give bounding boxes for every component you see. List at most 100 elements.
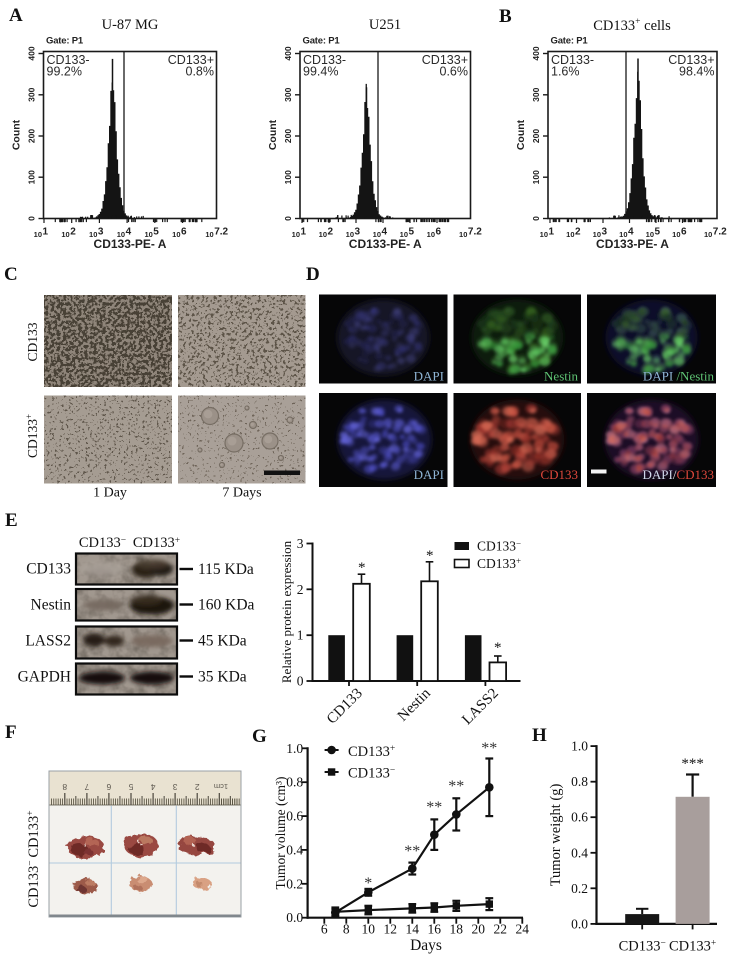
svg-text:7 Days: 7 Days — [222, 486, 261, 501]
svg-text:E: E — [5, 510, 18, 531]
svg-text:1: 1 — [549, 227, 555, 238]
svg-text:1: 1 — [301, 227, 307, 238]
svg-text:1 Day: 1 Day — [93, 486, 127, 501]
svg-text:24: 24 — [516, 922, 530, 937]
svg-text:200: 200 — [27, 129, 37, 143]
svg-text:4: 4 — [382, 227, 388, 238]
svg-text:Count: Count — [515, 119, 527, 150]
svg-text:10: 10 — [373, 230, 381, 239]
svg-text:*: * — [426, 548, 434, 564]
svg-text:Gate: P1: Gate: P1 — [303, 36, 341, 47]
svg-text:0.6: 0.6 — [571, 810, 588, 825]
svg-text:115 KDa: 115 KDa — [198, 561, 254, 578]
svg-text:99.4%: 99.4% — [303, 65, 338, 79]
svg-text:1.6%: 1.6% — [551, 65, 580, 79]
svg-text:0.6%: 0.6% — [440, 65, 469, 79]
svg-text:5: 5 — [655, 227, 661, 238]
svg-text:100: 100 — [283, 170, 293, 184]
svg-text:CD133−: CD133− — [79, 535, 126, 551]
svg-text:**: ** — [481, 740, 497, 757]
svg-text:7.2: 7.2 — [214, 227, 228, 238]
svg-text:U251: U251 — [369, 17, 401, 33]
svg-text:10: 10 — [34, 230, 42, 239]
svg-text:400: 400 — [27, 46, 37, 60]
svg-text:7.2: 7.2 — [713, 227, 727, 238]
svg-text:0.4: 0.4 — [286, 842, 303, 857]
svg-text:400: 400 — [531, 46, 541, 60]
svg-text:1.0: 1.0 — [571, 739, 588, 754]
svg-text:10: 10 — [61, 230, 69, 239]
svg-text:LASS2: LASS2 — [25, 633, 71, 650]
svg-text:CD133-PE- A: CD133-PE- A — [94, 237, 167, 251]
svg-text:45 KDa: 45 KDa — [198, 633, 247, 650]
svg-text:F: F — [5, 722, 17, 743]
svg-text:1: 1 — [43, 227, 49, 238]
svg-text:10: 10 — [540, 230, 548, 239]
svg-text:CD133: CD133 — [25, 322, 40, 361]
svg-text:CD133-: CD133- — [551, 53, 594, 67]
svg-text:DAPI/CD133: DAPI/CD133 — [642, 467, 714, 482]
svg-text:6: 6 — [106, 782, 111, 792]
svg-text:300: 300 — [27, 87, 37, 101]
svg-text:0.6: 0.6 — [286, 809, 303, 824]
svg-text:CD133+: CD133+ — [24, 414, 40, 458]
svg-text:CD133+: CD133+ — [133, 535, 180, 551]
svg-text:6: 6 — [321, 922, 328, 937]
svg-text:CD133+: CD133+ — [477, 556, 521, 571]
svg-text:Nestin: Nestin — [544, 369, 578, 384]
svg-text:Tumor weight (g): Tumor weight (g) — [548, 784, 564, 887]
svg-text:6: 6 — [436, 227, 442, 238]
svg-text:H: H — [532, 725, 547, 746]
svg-text:LASS2: LASS2 — [459, 686, 502, 729]
svg-text:2: 2 — [328, 227, 334, 238]
svg-text:0: 0 — [27, 216, 37, 221]
svg-text:10: 10 — [319, 230, 327, 239]
svg-text:1cm: 1cm — [214, 782, 228, 791]
svg-text:10: 10 — [144, 230, 152, 239]
svg-text:2: 2 — [70, 227, 76, 238]
svg-text:400: 400 — [283, 46, 293, 60]
svg-text:3: 3 — [172, 782, 177, 792]
svg-text:16: 16 — [428, 922, 442, 937]
svg-text:99.2%: 99.2% — [47, 65, 82, 79]
svg-text:22: 22 — [494, 922, 508, 937]
svg-text:4: 4 — [628, 227, 634, 238]
svg-text:0.2: 0.2 — [571, 881, 588, 896]
svg-text:Relative protein expression: Relative protein expression — [279, 540, 294, 683]
svg-text:U-87 MG: U-87 MG — [102, 17, 159, 33]
svg-text:G: G — [252, 726, 267, 747]
svg-text:0: 0 — [283, 216, 293, 221]
svg-text:300: 300 — [531, 87, 541, 101]
svg-text:CD133+: CD133+ — [669, 939, 716, 955]
svg-text:CD133-PE- A: CD133-PE- A — [596, 237, 669, 251]
svg-text:10: 10 — [427, 230, 435, 239]
svg-text:3: 3 — [355, 227, 361, 238]
svg-text:3: 3 — [98, 227, 104, 238]
svg-text:0.4: 0.4 — [571, 845, 588, 860]
svg-text:10: 10 — [292, 230, 300, 239]
svg-text:0: 0 — [531, 216, 541, 221]
svg-text:CD133−: CD133− — [477, 539, 521, 554]
svg-text:4: 4 — [150, 782, 155, 792]
svg-text:***: *** — [681, 756, 704, 772]
svg-text:0.0: 0.0 — [286, 910, 303, 925]
svg-text:A: A — [9, 5, 23, 26]
svg-text:10: 10 — [672, 230, 680, 239]
svg-text:14: 14 — [406, 922, 420, 937]
svg-text:12: 12 — [384, 922, 398, 937]
svg-text:2: 2 — [195, 782, 200, 792]
svg-text:98.4%: 98.4% — [679, 65, 714, 79]
svg-text:Tumor volume (cm³): Tumor volume (cm³) — [273, 776, 288, 889]
svg-text:CD133: CD133 — [324, 686, 366, 728]
svg-text:6: 6 — [681, 227, 687, 238]
svg-text:0.0: 0.0 — [571, 916, 588, 931]
svg-text:CD133−: CD133− — [619, 939, 666, 955]
svg-text:Nestin: Nestin — [395, 685, 434, 724]
svg-text:**: ** — [404, 843, 420, 860]
svg-text:B: B — [499, 6, 512, 27]
svg-text:10: 10 — [172, 230, 180, 239]
svg-text:10: 10 — [646, 230, 654, 239]
svg-text:5: 5 — [153, 227, 159, 238]
svg-text:10: 10 — [362, 922, 376, 937]
svg-text:20: 20 — [472, 922, 486, 937]
